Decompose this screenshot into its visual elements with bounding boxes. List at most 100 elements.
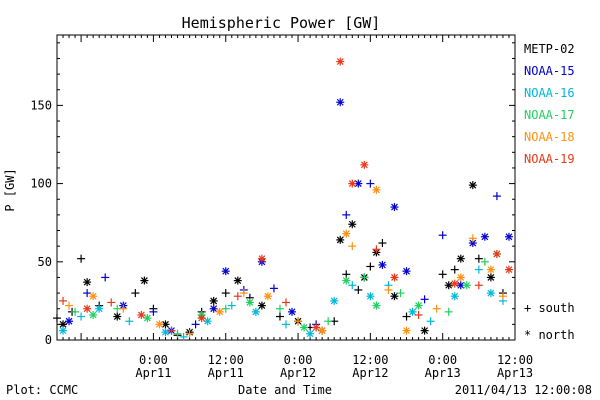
south-marker [71,307,80,316]
north-marker [288,307,297,316]
south-marker [402,312,411,321]
north-marker [456,254,465,263]
south-marker [59,296,68,305]
south-marker [282,298,290,307]
x-tick-date-label: Apr11 [208,366,244,380]
north-marker [390,203,399,212]
legend-entry: NOAA-19 [524,152,575,166]
north-marker [336,98,345,107]
south-marker [360,273,369,282]
north-marker [450,279,459,288]
south-marker [275,304,284,313]
footer-source: Plot: CCMC [6,383,78,397]
north-marker [480,232,489,241]
south-marker [83,289,92,298]
south-marker [468,234,477,243]
north-marker [209,304,218,313]
south-marker [107,298,116,307]
south-marker [53,314,61,323]
y-tick-label: 150 [30,98,52,112]
south-marker [77,254,86,263]
north-marker [366,292,375,301]
south-marker [282,320,290,329]
x-tick-label: 12:00 [352,353,388,367]
north-marker [402,326,411,335]
south-marker [474,281,483,290]
north-marker [486,289,495,298]
north-marker [161,328,170,337]
south-marker [426,317,435,326]
north-marker [215,307,224,316]
south-marker [125,317,134,326]
north-marker [408,307,417,316]
south-marker [173,329,182,338]
north-marker [89,292,98,301]
north-marker [65,317,74,326]
x-tick-date-label: Apr12 [352,366,388,380]
legend-entry: METP-02 [524,42,575,56]
north-marker [95,304,104,313]
x-tick-date-label: Apr13 [425,366,461,380]
north-marker [197,314,206,323]
north-marker [342,276,351,285]
north-marker [257,254,266,263]
south-marker [227,301,236,310]
north-marker [414,301,423,310]
north-marker [390,292,399,301]
x-tick-label: 0:00 [284,353,313,367]
south-marker [131,289,140,298]
south-marker [444,307,453,316]
north-marker [402,267,411,276]
north-marker [300,323,309,332]
x-axis: 0:00Apr1112:00Apr110:00Apr1212:00Apr120:… [56,35,533,380]
north-marker [306,329,315,338]
marker-legend-entry: * north [524,328,575,342]
north-marker [336,235,345,244]
y-axis-label: P [GW] [3,168,17,211]
north-marker [486,265,495,274]
north-marker [245,298,254,307]
marker-legend: + south * north [524,301,575,342]
x-tick-date-label: Apr13 [497,366,533,380]
north-marker [504,265,513,274]
north-marker [504,232,513,241]
north-marker [468,239,477,248]
north-marker [360,160,369,169]
south-marker [77,312,86,321]
legend-entry: NOAA-16 [524,86,575,100]
north-marker [203,317,212,326]
south-marker [342,210,351,219]
y-tick-label: 0 [45,333,52,347]
north-marker [342,229,351,238]
north-marker [444,281,453,290]
y-tick-label: 50 [38,255,52,269]
north-marker [456,273,465,282]
south-marker [366,179,375,188]
x-tick-label: 0:00 [428,353,457,367]
south-marker [396,289,405,298]
south-marker [474,254,483,263]
north-marker [140,276,149,285]
north-marker [420,326,429,335]
south-marker [480,257,489,266]
north-marker [257,301,266,310]
south-marker [324,317,333,326]
north-marker [348,179,357,188]
south-marker [372,245,381,254]
data-points [53,57,513,341]
north-marker [492,249,501,258]
south-marker [221,289,230,298]
north-marker [83,304,92,313]
north-marker [318,326,327,335]
y-tick-label: 100 [30,177,52,191]
south-marker [149,307,158,316]
north-marker [209,296,218,305]
north-marker [155,320,164,329]
south-marker [450,265,459,274]
south-marker [65,301,74,310]
footer-timestamp: 2011/04/13 12:00:08 [455,383,592,397]
south-marker [378,239,387,248]
legend-entry: NOAA-17 [524,108,575,122]
south-marker [498,292,507,301]
north-marker [450,292,459,301]
